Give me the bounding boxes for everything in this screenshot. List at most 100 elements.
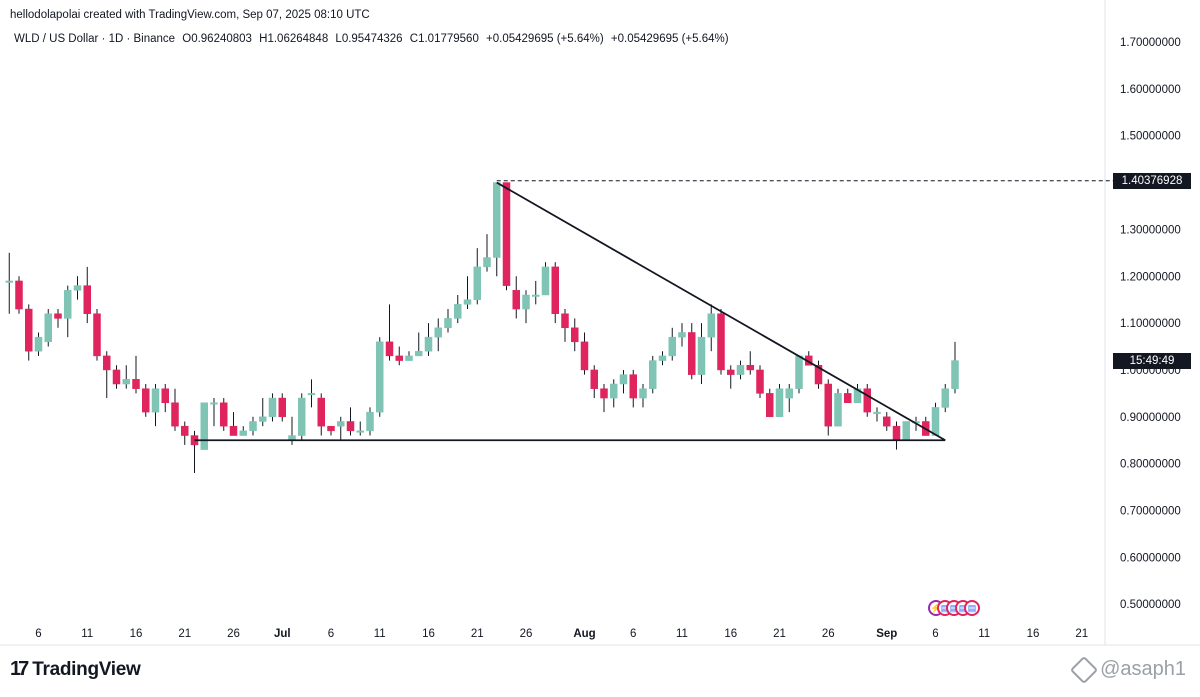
candle-down [502, 182, 511, 291]
candle-body [454, 304, 462, 319]
candle-body [151, 388, 160, 413]
candles [5, 182, 959, 474]
candle-body [541, 266, 550, 296]
candle-down [892, 421, 901, 450]
candle-body [678, 332, 686, 338]
x-tick-label: 16 [724, 628, 737, 640]
candle-down [688, 323, 696, 380]
candle-down [161, 384, 169, 413]
candle-down [717, 309, 725, 375]
candle-up [249, 416, 257, 436]
price-axis[interactable]: 1.700000001.600000001.500000001.40000000… [1120, 37, 1181, 611]
candle-up [200, 402, 208, 450]
x-tick-label: 6 [932, 628, 938, 640]
candle-body [395, 355, 403, 361]
candle-up [307, 379, 316, 408]
candle-body [229, 425, 238, 436]
candle-body [142, 388, 150, 413]
candle-body [736, 365, 745, 375]
change-value-secondary: +0.05429695 (+5.64%) [610, 33, 729, 45]
watermark: @asaph1 [1069, 655, 1186, 684]
candle-body [707, 313, 715, 338]
candle-down [746, 351, 754, 375]
x-tick-label: 16 [422, 628, 435, 640]
x-tick-label: 11 [374, 628, 386, 640]
candle-up [366, 407, 374, 436]
candle-body [785, 388, 793, 399]
x-tick-label: 21 [1075, 628, 1088, 640]
candle-up [463, 276, 472, 310]
candle-down [327, 425, 335, 436]
candle-down [395, 346, 403, 366]
candle-down [54, 309, 62, 328]
y-tick-label: 0.80000000 [1120, 459, 1181, 471]
us-flag-icon[interactable]: ▤ [964, 600, 980, 616]
x-tick-label: 11 [81, 628, 93, 640]
candle-down [814, 360, 823, 389]
time-axis[interactable]: 6 11 16 21 26 Jul 6 11 16 21 26 Aug 6 11 16 21 26 Sep 6 11 1… [35, 628, 1088, 640]
candle-body [317, 397, 325, 427]
y-tick-label: 1.30000000 [1120, 224, 1181, 236]
candle-up [268, 393, 277, 422]
candle-body [259, 416, 267, 422]
candle-down [220, 398, 228, 431]
x-tick-label: 26 [227, 628, 240, 640]
candle-body [873, 411, 881, 414]
candle-down [171, 388, 179, 431]
candle-body [951, 360, 959, 389]
candle-body [756, 369, 764, 394]
candle-down [103, 351, 111, 399]
candle-body [610, 383, 618, 399]
resistance-price-label: 1.40376928 [1113, 172, 1191, 189]
candle-down [580, 332, 589, 375]
candle-body [385, 341, 394, 357]
candle-down [629, 369, 637, 408]
candle-body [668, 336, 676, 357]
candle-down [551, 262, 559, 324]
ohlc-legend: WLD / US Dollar · 1D · Binance O0.962408… [14, 33, 733, 45]
close-value: C1.01779560 [409, 33, 479, 45]
candle-up [668, 327, 676, 361]
candle-body [688, 332, 696, 375]
y-tick-label: 0.90000000 [1120, 412, 1181, 424]
trendlines[interactable] [194, 180, 1114, 442]
event-badges[interactable]: ⚡ ▤ ▤ ▤ ▤ [928, 600, 980, 616]
candle-body [590, 369, 598, 389]
candle-up [532, 280, 540, 305]
candle-body [814, 365, 823, 385]
candle-body [619, 374, 628, 385]
candle-up [151, 384, 160, 427]
symbol-label[interactable]: WLD / US Dollar · 1D · Binance [14, 33, 176, 45]
candle-up [483, 234, 491, 272]
candle-up [210, 398, 218, 427]
candle-up [337, 416, 345, 441]
candle-up [239, 426, 247, 436]
descending-trendline [496, 181, 946, 442]
candle-body [239, 430, 247, 436]
y-tick-label: 1.20000000 [1120, 271, 1181, 283]
candle-body [629, 374, 637, 399]
candle-up [931, 402, 940, 436]
x-tick-label: 21 [471, 628, 484, 640]
candle-body [522, 294, 530, 310]
candle-body [892, 425, 901, 441]
candle-body [931, 407, 940, 436]
candle-body [512, 290, 520, 310]
candle-body [863, 388, 871, 413]
candle-body [73, 285, 82, 291]
candle-up [639, 384, 647, 408]
candle-down [590, 365, 598, 399]
candle-body [220, 402, 228, 427]
candle-up [707, 304, 715, 352]
x-tick-label: Aug [573, 628, 595, 640]
candle-body [103, 355, 111, 371]
candle-down [181, 421, 189, 445]
change-value: +0.05429695 (+5.64%) [486, 33, 604, 45]
candle-up [785, 384, 793, 413]
candle-body [54, 313, 62, 319]
candle-body [278, 397, 286, 418]
candle-body [93, 313, 101, 357]
candle-up [424, 323, 433, 356]
candle-body [249, 421, 257, 432]
